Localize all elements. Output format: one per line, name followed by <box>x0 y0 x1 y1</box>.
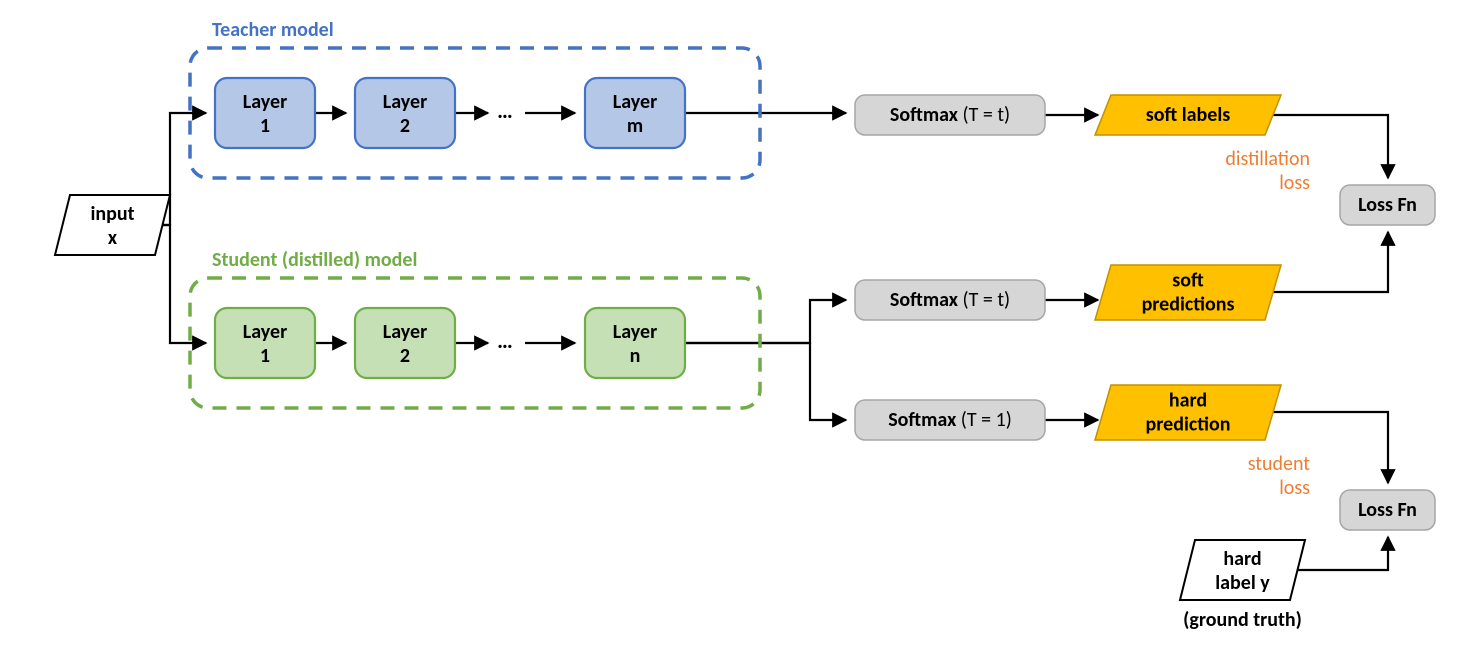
teacher-layer-1-l2: 1 <box>260 114 270 138</box>
loss1-label: Loss Fn <box>1358 193 1417 217</box>
sm-student-t-label: Softmax (T = t) <box>890 288 1010 312</box>
hard-label-l2: label y <box>1215 571 1270 595</box>
stud-loss-line1: student <box>1248 452 1311 476</box>
input-label-2: x <box>108 226 118 250</box>
hard-pred-line1: hard <box>1169 388 1207 412</box>
student-layer-1-l1: Layer <box>243 320 287 344</box>
soft-labels-line1: soft labels <box>1146 103 1230 127</box>
soft-pred-line2: predictions <box>1142 292 1235 316</box>
student-layer-3-l1: Layer <box>613 320 657 344</box>
teacher-layer-3-l2: m <box>627 114 643 138</box>
teacher-layer-3-l1: Layer <box>613 90 657 114</box>
loss2-label: Loss Fn <box>1358 498 1417 522</box>
stud-loss-line2: loss <box>1279 476 1310 500</box>
input-label-1: input <box>90 202 134 226</box>
student-layer-2-l1: Layer <box>383 320 427 344</box>
student-layer-2-l2: 2 <box>400 344 410 368</box>
dist-loss-line2: loss <box>1279 171 1310 195</box>
ground-truth-caption: (ground truth) <box>1183 608 1302 632</box>
sm-teacher-label: Softmax (T = t) <box>890 103 1010 127</box>
dist-loss-line1: distillation <box>1225 147 1310 171</box>
teacher-ellipsis: … <box>497 97 513 124</box>
sm-student-1-label: Softmax (T = 1) <box>888 408 1012 432</box>
student-ellipsis: … <box>497 327 513 354</box>
student-layer-3-l2: n <box>630 344 641 368</box>
student-layer-1-l2: 1 <box>260 344 270 368</box>
hard-pred-line2: prediction <box>1146 412 1231 436</box>
teacher-title: Teacher model <box>212 18 334 42</box>
teacher-layer-1-l1: Layer <box>243 90 287 114</box>
teacher-layer-2-l2: 2 <box>400 114 410 138</box>
soft-pred-line1: soft <box>1172 268 1204 292</box>
student-title: Student (distilled) model <box>212 248 417 272</box>
hard-label-l1: hard <box>1223 547 1261 571</box>
teacher-layer-2-l1: Layer <box>383 90 427 114</box>
